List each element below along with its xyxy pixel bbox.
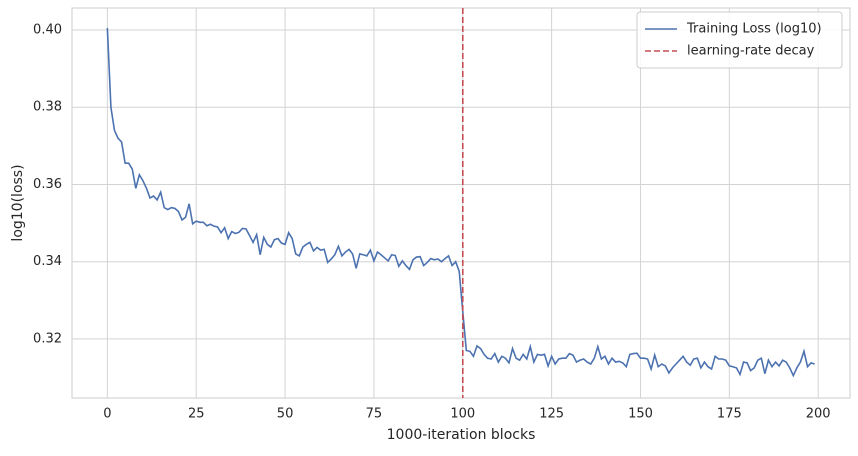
- x-tick-label: 125: [539, 407, 564, 422]
- x-tick-label: 50: [277, 407, 294, 422]
- x-axis-label: 1000-iteration blocks: [387, 427, 536, 443]
- y-tick-label: 0.38: [33, 100, 62, 115]
- data-line: [106, 28, 815, 378]
- x-tick-label: 100: [450, 407, 475, 422]
- plot-area: [71, 7, 851, 399]
- y-tick-label: 0.32: [33, 331, 62, 346]
- x-tick-label: 25: [188, 407, 205, 422]
- legend-label: learning-rate decay: [687, 44, 815, 59]
- x-tick-label: 75: [366, 407, 383, 422]
- x-tick-label: 150: [628, 407, 653, 422]
- y-tick-label: 0.36: [33, 177, 62, 192]
- x-tick-label: 200: [806, 407, 831, 422]
- legend-box: [636, 11, 843, 69]
- y-tick-label: 0.34: [33, 254, 62, 269]
- x-tick-label: 175: [717, 407, 742, 422]
- x-tick-label: 0: [103, 407, 111, 422]
- legend-label: Training Loss (log10): [686, 22, 822, 37]
- y-tick-label: 0.40: [33, 23, 62, 38]
- y-axis-label: log10(loss): [10, 164, 26, 241]
